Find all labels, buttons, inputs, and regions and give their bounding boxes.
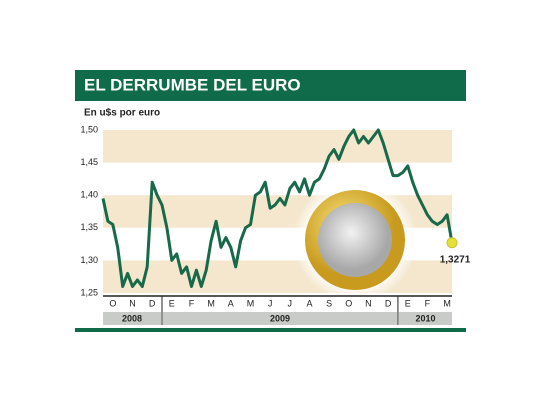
x-tick-label: A <box>306 298 312 308</box>
x-tick-label: J <box>268 298 273 308</box>
year-bar <box>398 312 452 325</box>
end-point <box>446 237 458 249</box>
y-tick-label: 1,35 <box>80 222 98 232</box>
y-tick-label: 1,30 <box>80 255 98 265</box>
x-tick-label: F <box>189 298 195 308</box>
x-tick-label: J <box>288 298 293 308</box>
bottom-rule <box>75 328 466 332</box>
x-tick-label: E <box>169 298 175 308</box>
year-label: 2010 <box>415 313 435 323</box>
year-label: 2008 <box>122 313 142 323</box>
x-tick-label: N <box>365 298 372 308</box>
x-tick-label: D <box>385 298 392 308</box>
title-bar <box>75 70 466 101</box>
x-tick-label: M <box>247 298 255 308</box>
x-tick-label: M <box>443 298 451 308</box>
chart-title: EL DERRUMBE DEL EURO <box>84 75 301 94</box>
y-tick-label: 1,40 <box>80 190 98 200</box>
x-tick-label: N <box>129 298 136 308</box>
line <box>101 128 454 288</box>
x-tick-label: F <box>425 298 431 308</box>
year-bar <box>103 312 161 325</box>
x-tick-label: E <box>405 298 411 308</box>
x-tick-label: M <box>207 298 215 308</box>
year-label: 2009 <box>270 313 290 323</box>
y-tick-label: 1,25 <box>80 287 98 297</box>
data-label: 1,3271 <box>440 254 471 265</box>
y-tick-label: 1,45 <box>80 157 98 167</box>
x-tick-label: D <box>149 298 156 308</box>
x-tick-label: A <box>228 298 234 308</box>
x-tick-label: O <box>345 298 352 308</box>
x-tick-label: S <box>326 298 332 308</box>
coin <box>293 178 417 302</box>
x-tick-label: O <box>109 298 116 308</box>
subtitle: En u$s por euro <box>84 108 160 119</box>
year-bar <box>162 312 397 325</box>
y-tick-label: 1,50 <box>80 124 98 134</box>
band <box>103 130 452 163</box>
